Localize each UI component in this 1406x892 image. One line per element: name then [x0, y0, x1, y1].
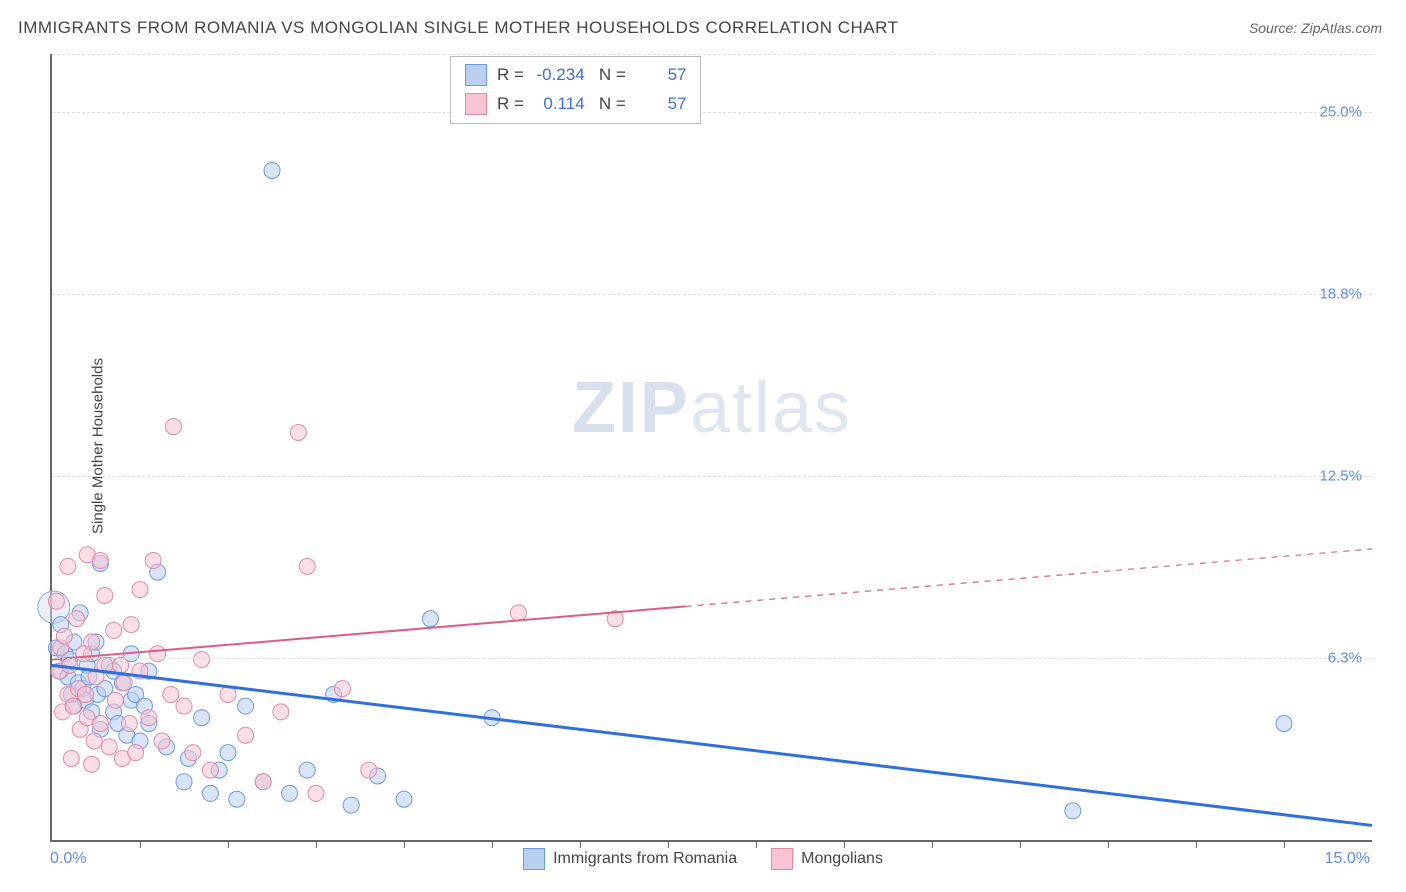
x-tick: [228, 840, 229, 848]
x-tick: [404, 840, 405, 848]
y-tick-label: 6.3%: [1328, 650, 1362, 667]
x-tick: [580, 840, 581, 848]
bottom-legend: Immigrants from Romania Mongolians: [0, 848, 1406, 870]
correlation-legend: R = -0.234 N = 57 R = 0.114 N = 57: [450, 56, 701, 124]
source-attribution: Source: ZipAtlas.com: [1249, 20, 1382, 36]
gridline: [52, 294, 1372, 295]
y-tick-label: 12.5%: [1319, 468, 1362, 485]
x-tick: [668, 840, 669, 848]
x-tick: [1020, 840, 1021, 848]
correlation-legend-row: R = -0.234 N = 57: [465, 61, 686, 90]
x-tick: [932, 840, 933, 848]
x-tick: [756, 840, 757, 848]
legend-swatch: [523, 848, 545, 870]
legend-swatch: [465, 93, 487, 115]
x-tick: [844, 840, 845, 848]
x-tick: [1196, 840, 1197, 848]
chart-svg: [52, 54, 1372, 840]
y-tick-label: 25.0%: [1319, 104, 1362, 121]
x-tick: [140, 840, 141, 848]
legend-label: Mongolians: [801, 850, 883, 868]
legend-item: Mongolians: [771, 848, 883, 870]
correlation-legend-row: R = 0.114 N = 57: [465, 90, 686, 119]
legend-item: Immigrants from Romania: [523, 848, 737, 870]
x-tick: [1108, 840, 1109, 848]
chart-title: IMMIGRANTS FROM ROMANIA VS MONGOLIAN SIN…: [18, 18, 898, 38]
x-tick: [316, 840, 317, 848]
x-tick: [1284, 840, 1285, 848]
gridline: [52, 476, 1372, 477]
gridline: [52, 54, 1372, 55]
legend-swatch: [465, 64, 487, 86]
gridline: [52, 112, 1372, 113]
y-tick-label: 18.8%: [1319, 286, 1362, 303]
gridline: [52, 658, 1372, 659]
legend-label: Immigrants from Romania: [553, 850, 737, 868]
legend-swatch: [771, 848, 793, 870]
correlation-text: R = 0.114 N = 57: [497, 90, 686, 119]
plot-area: ZIPatlas 6.3%12.5%18.8%25.0%: [50, 54, 1372, 842]
correlation-text: R = -0.234 N = 57: [497, 61, 686, 90]
x-tick: [492, 840, 493, 848]
